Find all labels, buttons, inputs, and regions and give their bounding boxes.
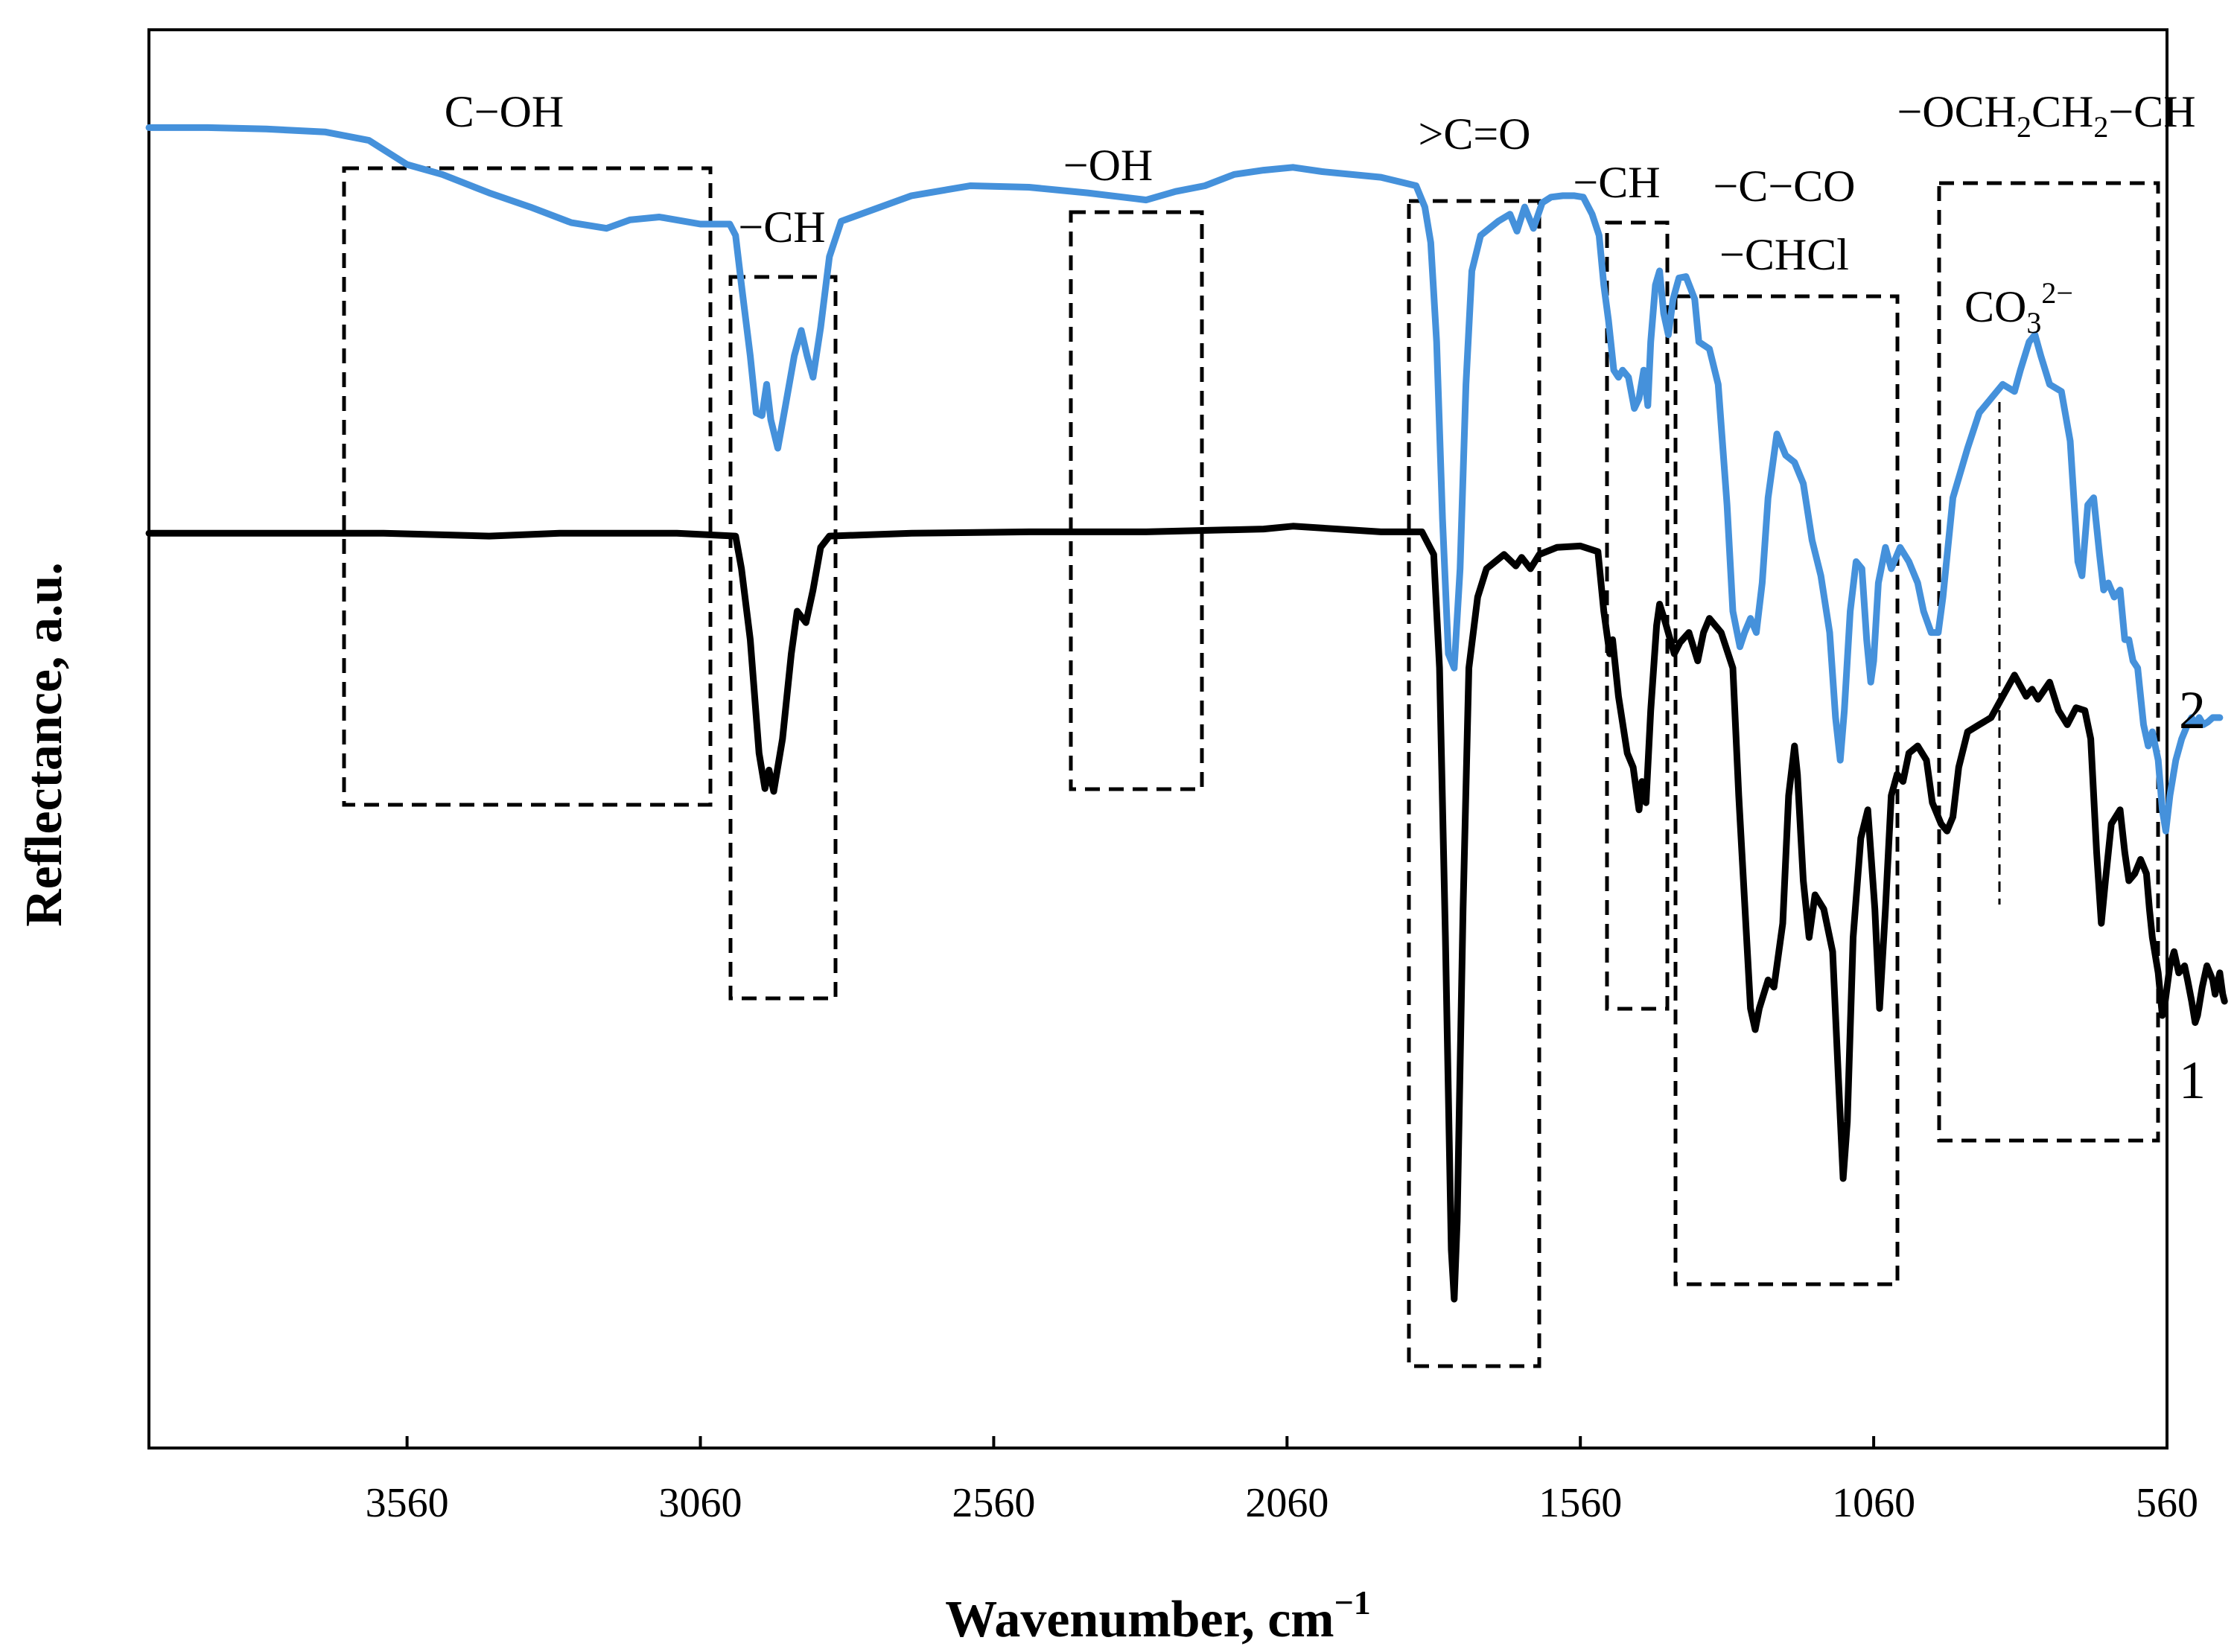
region-box-c-co xyxy=(1673,294,1900,1286)
carbonate-part-3: 2− xyxy=(2041,276,2073,310)
x-tick-label: 2560 xyxy=(952,1480,1035,1526)
label-c-co: −C−CO xyxy=(1713,162,1855,211)
x-tick-label: 1060 xyxy=(1832,1480,1915,1526)
label-chcl: −CHCl xyxy=(1719,230,1849,279)
annotation-labels: C−OH −CH −OH >C=O −CH −C−CO −CHCl −OCH2C… xyxy=(445,87,2196,339)
series-line-2 xyxy=(145,124,2224,835)
x-axis-title: Wavenumber, cm−1 xyxy=(945,1584,1371,1648)
annotation-boxes xyxy=(342,166,2160,1368)
x-axis-ticks: 3560 3060 2560 2060 1560 1060 560 xyxy=(366,1436,2198,1526)
region-box-carbonyl xyxy=(1407,199,1541,1368)
ring-part-3: CH xyxy=(2031,87,2093,136)
x-tick-label: 3060 xyxy=(659,1480,742,1526)
x-axis-title-main: Wavenumber, cm xyxy=(945,1591,1334,1648)
series-label-1: 1 xyxy=(2179,1050,2206,1110)
carbonate-part-1: CO xyxy=(1964,282,2026,331)
series-label-2: 2 xyxy=(2179,680,2206,740)
x-axis-title-sup: −1 xyxy=(1334,1584,1371,1621)
region-box-oh xyxy=(1069,210,1204,791)
ring-part-4: 2 xyxy=(2093,110,2108,144)
series-layer xyxy=(145,124,2228,1303)
ring-part-2: 2 xyxy=(2017,110,2031,144)
label-c-oh: C−OH xyxy=(445,87,564,136)
region-box-ch-1 xyxy=(728,275,838,1001)
x-tick-label: 560 xyxy=(2136,1480,2198,1526)
region-box-ring xyxy=(1937,181,2160,1143)
label-ring: −OCH2CH2−CH xyxy=(1897,87,2195,144)
x-tick-label: 1560 xyxy=(1538,1480,1622,1526)
plot-frame xyxy=(147,28,2168,1450)
carbonate-part-2: 3 xyxy=(2026,306,2041,339)
label-carbonate: CO32− xyxy=(1964,276,2073,339)
x-tick-label: 2060 xyxy=(1245,1480,1328,1526)
label-carbonyl: >C=O xyxy=(1418,109,1530,159)
ring-part-5: −CH xyxy=(2108,87,2195,136)
x-tick-label: 3560 xyxy=(366,1480,449,1526)
label-ch-1: −CH xyxy=(738,202,825,252)
series-line-1 xyxy=(145,523,2228,1303)
ring-part-1: −OCH xyxy=(1897,87,2017,136)
label-ch-2: −CH xyxy=(1573,158,1660,207)
y-axis-title: Reflectance, a.u. xyxy=(16,562,73,927)
label-oh: −OH xyxy=(1063,141,1153,190)
region-box-c-oh xyxy=(342,166,713,807)
